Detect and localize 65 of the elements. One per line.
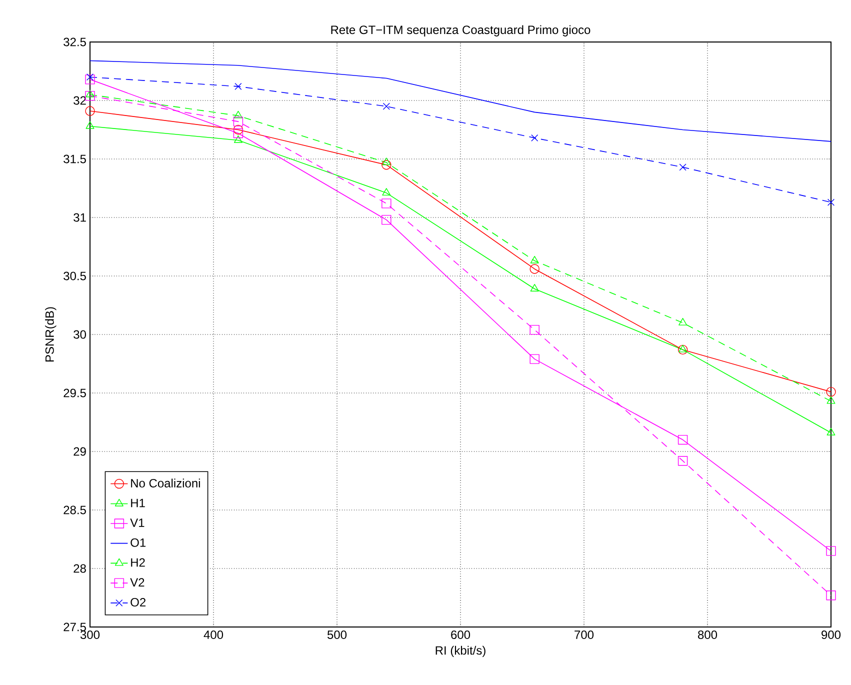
legend-label: V2 [130,578,144,587]
y-tick-label: 27.5 [64,622,86,632]
point [678,318,688,326]
point [85,90,95,101]
point [233,124,244,135]
point [382,158,391,166]
point [234,135,242,143]
legend-label: O2 [130,598,146,606]
y-axis-title: PSNR(dB) [45,307,56,362]
y-tick-label: 31 [74,213,86,222]
point [678,434,688,445]
point [86,74,94,81]
point [826,396,836,404]
y-tick-label: 29 [74,447,86,456]
legend-label: No Coalizioni [131,478,200,488]
point [233,128,244,138]
point [85,74,95,84]
point [530,256,539,264]
point [826,386,836,397]
y-tick-label: 28 [74,564,86,573]
legend-label: O1 [130,538,146,547]
point [679,164,686,171]
point [382,214,392,225]
point [826,428,836,436]
legend-label: H2 [131,558,145,567]
x-tick-label: 900 [822,630,841,640]
x-axis-title: RI (kbit/s) [436,646,486,658]
point [530,354,540,364]
point [678,344,688,355]
y-tick-label: 30.5 [64,272,86,280]
y-tick-label: 28.5 [64,506,86,514]
point [826,546,836,556]
point [530,284,539,292]
point [530,324,540,335]
point [86,121,94,129]
x-tick-label: 700 [574,630,594,640]
point [382,102,390,110]
x-tick-label: 500 [327,630,347,640]
y-tick-label: 31.5 [64,154,86,164]
point [233,116,244,126]
point [826,590,836,600]
point [678,344,688,352]
x-tick-label: 600 [451,630,470,640]
y-tick-label: 32.5 [64,38,86,46]
point [86,90,94,98]
point [827,198,835,206]
y-tick-label: 32 [74,96,86,105]
chart-title: Rete GT−ITM sequenza Coastguard Primo gioco [331,25,590,36]
point [234,82,242,90]
point [382,188,391,196]
legend-label: H1 [131,498,145,508]
point [85,106,95,116]
line-series [90,60,831,142]
x-tick-label: 800 [698,630,718,640]
x-tick-label: 300 [80,630,100,640]
point [530,264,540,274]
y-tick-label: 30 [74,330,86,339]
x-tick-label: 400 [204,630,224,640]
point [531,134,538,142]
legend-label: V1 [130,518,144,527]
point [382,160,392,170]
point [678,456,688,466]
point [234,110,242,118]
point [382,198,392,208]
y-tick-label: 29.5 [64,388,86,398]
